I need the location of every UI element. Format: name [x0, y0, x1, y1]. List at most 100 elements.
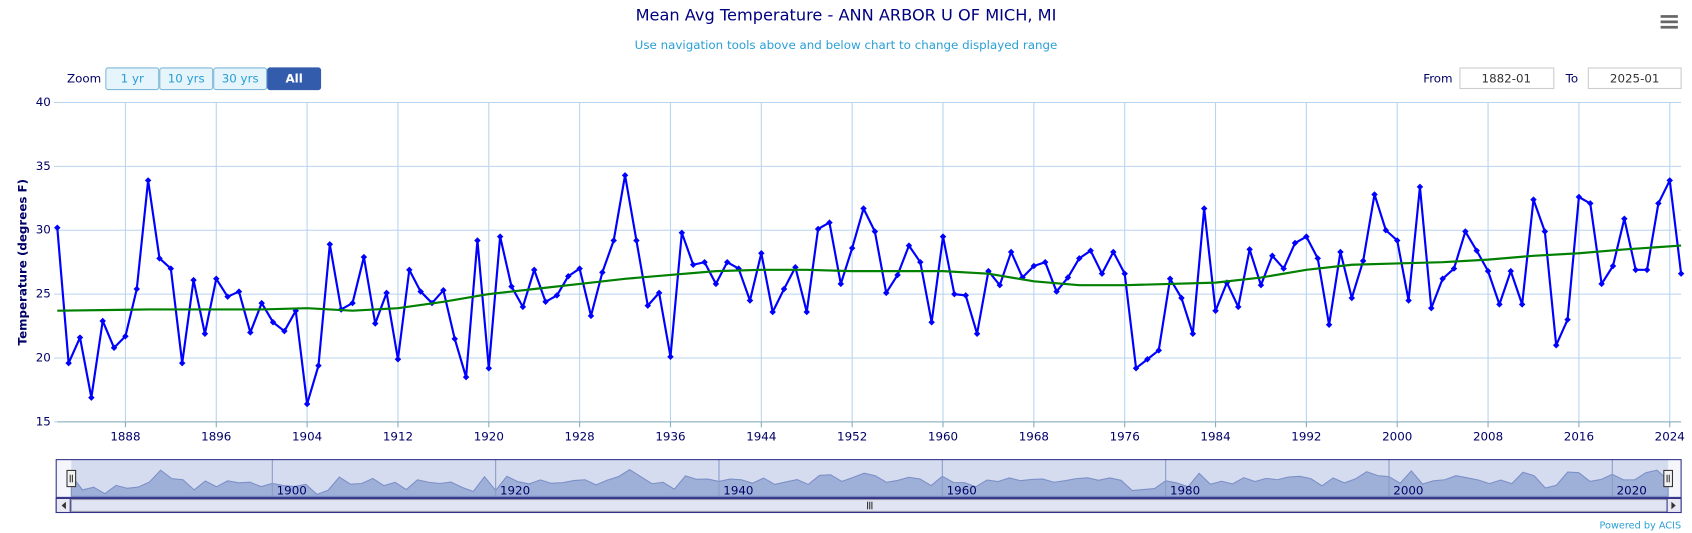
data-point [303, 400, 311, 408]
data-point [655, 289, 663, 297]
data-point [462, 373, 470, 381]
data-point [1325, 321, 1333, 329]
navigator-handle[interactable] [1663, 469, 1674, 488]
data-point [1428, 304, 1435, 312]
zoom-label: Zoom [67, 71, 101, 85]
data-point [667, 353, 674, 360]
zoom-button[interactable] [105, 67, 160, 91]
data-point [1382, 227, 1390, 234]
data-point [724, 258, 731, 266]
navigator-area [70, 469, 1669, 497]
data-point [406, 266, 413, 274]
data-point [1166, 275, 1174, 283]
data-point [871, 228, 879, 235]
menu-bar [1660, 25, 1678, 29]
zoom-button-label: All [285, 71, 302, 85]
data-point [65, 359, 72, 367]
data-point [1541, 228, 1549, 235]
data-point [1235, 303, 1242, 311]
data-point [951, 290, 958, 298]
navigator-tick-label: 2000 [1393, 483, 1423, 497]
data-point [599, 269, 606, 276]
data-point [587, 312, 595, 320]
data-point [235, 288, 243, 295]
x-tick-label: 1936 [655, 429, 685, 443]
data-point [1552, 341, 1560, 349]
data-point [905, 242, 913, 249]
x-tick-label: 2000 [1382, 429, 1412, 443]
scrollbar-arrow [61, 501, 66, 510]
zoom-button-label: 10 yrs [168, 71, 205, 85]
data-point [1677, 270, 1685, 277]
navigator-tick-label: 1940 [723, 483, 753, 497]
x-tick-label: 1904 [292, 429, 322, 443]
x-tick-label: 1968 [1019, 429, 1049, 443]
data-point [178, 359, 186, 367]
zoom-button[interactable] [159, 67, 214, 91]
data-point [1632, 266, 1639, 274]
data-point [1530, 196, 1537, 203]
data-point [133, 285, 141, 293]
zoom-button[interactable] [267, 67, 322, 91]
data-point [417, 288, 424, 295]
data-point [769, 308, 776, 316]
data-point [758, 250, 765, 257]
data-point [610, 237, 617, 244]
x-tick-label: 1976 [1110, 429, 1140, 443]
data-point [1371, 191, 1378, 198]
data-point [962, 292, 969, 299]
navigator-tick-label: 1960 [947, 483, 977, 497]
data-point [928, 318, 935, 326]
navigator-tick-label: 2020 [1617, 483, 1647, 497]
x-tick-label: 1992 [1291, 429, 1321, 443]
to-input[interactable] [1587, 67, 1682, 90]
data-point [1621, 215, 1628, 222]
data-point [99, 317, 106, 325]
x-tick-label: 1952 [837, 429, 867, 443]
data-point [644, 302, 652, 309]
data-point [1007, 248, 1015, 256]
data-point [803, 308, 810, 316]
to-value: 2025-01 [1610, 71, 1660, 85]
x-tick-label: 1896 [201, 429, 231, 443]
y-axis-title: Temperature (degrees F) [15, 179, 29, 346]
x-tick-label: 1960 [928, 429, 958, 443]
data-point [1257, 281, 1265, 289]
data-point [1076, 255, 1083, 262]
data-point [349, 299, 356, 307]
zoom-button-label: 30 yrs [222, 71, 259, 85]
menu-bar [1660, 20, 1678, 24]
data-point [1246, 246, 1253, 253]
data-line [56, 174, 1683, 406]
data-point [1041, 258, 1049, 266]
credit: Powered by ACIS [1600, 520, 1682, 531]
x-tick-label: 1928 [565, 429, 595, 443]
y-tick-label: 15 [36, 414, 51, 428]
data-point [1087, 247, 1094, 254]
data-point [1473, 247, 1480, 254]
chart-title: Mean Avg Temperature - ANN ARBOR U OF MI… [636, 6, 1057, 25]
data-point [110, 344, 118, 352]
data-point [394, 356, 402, 363]
from-input[interactable] [1459, 67, 1555, 90]
zoom-button[interactable] [213, 67, 268, 91]
data-point [1405, 297, 1412, 304]
data-point [1291, 239, 1299, 247]
data-point [1200, 205, 1208, 212]
menu-icon[interactable] [1660, 15, 1678, 29]
data-point [326, 241, 334, 248]
data-point [1110, 248, 1117, 256]
x-tick-label: 1912 [383, 429, 413, 443]
data-point [451, 335, 458, 343]
data-point [973, 330, 981, 337]
data-point [1462, 228, 1469, 235]
data-point [474, 237, 481, 244]
navigator-handle[interactable] [66, 469, 77, 488]
data-point [1643, 266, 1651, 274]
data-point [76, 334, 84, 341]
data-point [190, 276, 197, 284]
data-point [1450, 265, 1458, 272]
data-point [201, 330, 209, 337]
